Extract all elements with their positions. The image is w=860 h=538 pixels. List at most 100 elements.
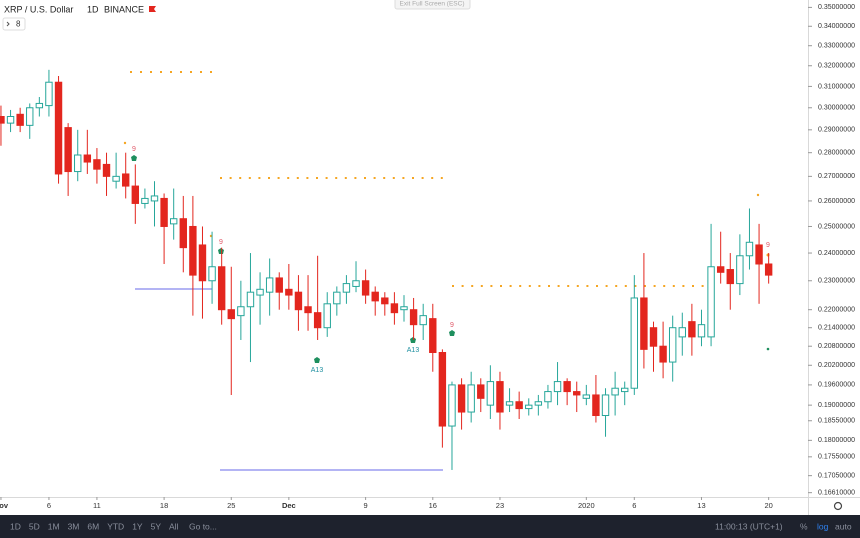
candle-body (217, 266, 226, 311)
candle (131, 164, 140, 224)
candle (0, 105, 5, 146)
candle (265, 258, 274, 316)
range-button[interactable]: 1M (48, 521, 60, 531)
candle-body (630, 297, 639, 389)
exit-hint-box[interactable] (394, 0, 471, 10)
candle-body (553, 381, 562, 393)
y-tick-label: 0.17550000 (818, 454, 855, 461)
candle-body (131, 185, 140, 204)
candle (64, 123, 72, 196)
candle (534, 394, 543, 416)
x-tick-label: 23 (496, 501, 504, 510)
candle (563, 378, 571, 406)
x-tick-label: 2020 (578, 501, 595, 510)
signal-marker (314, 357, 320, 363)
y-tick-label: 0.21400000 (818, 325, 855, 332)
candle (323, 292, 331, 337)
indicator-count: 8 (16, 20, 21, 29)
candle-body (285, 288, 293, 296)
candle-body (294, 291, 303, 311)
y-tick-label: 0.24000000 (818, 250, 855, 257)
candle (83, 129, 92, 174)
candle-body (141, 197, 149, 204)
y-tick-label: 0.22000000 (818, 307, 855, 314)
candle-body (323, 303, 331, 329)
range-button[interactable]: 1D (10, 521, 21, 531)
candle (6, 109, 15, 133)
candle-body (45, 81, 53, 107)
range-button[interactable]: 5D (29, 521, 40, 531)
candle-body (381, 297, 389, 305)
candle-body (563, 381, 571, 393)
candle (16, 107, 24, 133)
candle (611, 371, 619, 416)
y-tick-label: 0.28000000 (818, 150, 855, 157)
indicator-toggle[interactable] (2, 17, 26, 31)
x-tick-label: 18 (160, 501, 168, 510)
candle-body (640, 297, 648, 350)
candle-body (237, 306, 245, 317)
range-button[interactable]: All (169, 521, 179, 531)
candle-body (582, 394, 591, 399)
candle (553, 362, 562, 406)
annotation: A13 (407, 347, 420, 354)
auto-toggle[interactable]: auto (835, 521, 852, 531)
candle-body (122, 173, 130, 187)
range-button[interactable]: 1Y (132, 521, 143, 531)
candle-body (429, 318, 437, 354)
y-tick-label: 0.32000000 (818, 63, 855, 70)
candle-body (102, 163, 111, 177)
candle (35, 97, 44, 117)
candle (716, 231, 725, 284)
candle (467, 371, 475, 423)
y-tick-label: 0.16610000 (818, 490, 855, 497)
y-tick-label: 0.26000000 (818, 198, 855, 205)
range-button[interactable]: YTD (107, 521, 124, 531)
candle-body (448, 384, 456, 427)
candle-body (515, 401, 523, 410)
candle-body (592, 394, 600, 417)
percent-toggle[interactable]: % (800, 521, 808, 531)
x-tick-label: 11 (93, 501, 101, 510)
y-tick-label: 0.20800000 (818, 343, 855, 350)
candle-body (371, 291, 379, 302)
x-tick-label: 13 (697, 501, 705, 510)
candle-body (74, 154, 82, 173)
candle-body (54, 81, 63, 175)
candle (544, 384, 552, 409)
x-tick-label: 25 (227, 501, 235, 510)
annotation: 9 (450, 322, 454, 329)
candle-body (6, 116, 15, 124)
candle (189, 195, 197, 316)
candle-body (352, 280, 360, 287)
range-button[interactable]: 6M (87, 521, 99, 531)
candle (74, 129, 82, 182)
flag-icon[interactable] (149, 6, 156, 12)
candle (313, 255, 322, 340)
candle (621, 381, 629, 406)
range-button[interactable]: 3M (68, 521, 80, 531)
settings-icon[interactable] (833, 501, 843, 511)
candle (630, 275, 639, 395)
annotation: 9 (219, 239, 223, 246)
setup-dot (123, 141, 127, 145)
range-button[interactable]: 5Y (151, 521, 162, 531)
x-tick-label: Nov (0, 501, 9, 510)
goto-button[interactable]: Go to... (189, 521, 217, 531)
indicator-levels (123, 71, 770, 471)
log-toggle[interactable]: log (817, 521, 829, 531)
candle (726, 253, 734, 310)
x-tick-label: 9 (364, 501, 368, 510)
candle-body (477, 384, 485, 399)
candle-body (179, 218, 187, 249)
candle (342, 275, 351, 304)
candle-body (198, 244, 207, 282)
candle-body (486, 381, 495, 406)
candle (525, 398, 533, 416)
candle (707, 223, 715, 347)
candle-body (496, 381, 504, 413)
candle (678, 312, 686, 356)
candle-body (93, 159, 101, 170)
candle-body (611, 387, 619, 396)
candle-body (333, 291, 341, 305)
